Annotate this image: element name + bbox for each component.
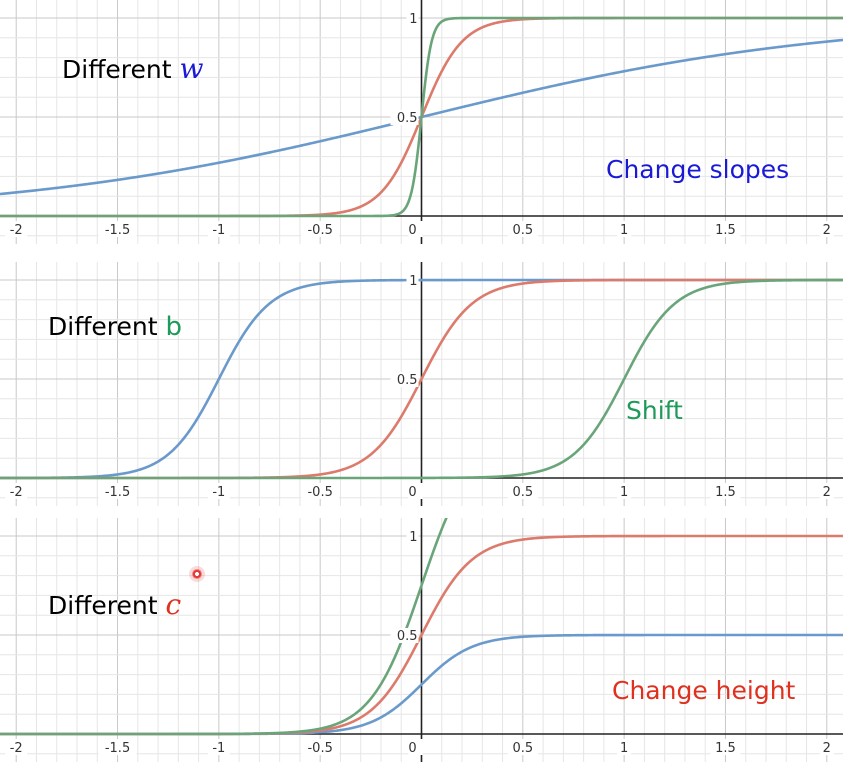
y-tick-label: 0.5 — [397, 373, 418, 388]
x-tick-label: -2 — [10, 485, 23, 500]
x-tick-label: -1 — [212, 741, 225, 756]
y-tick-label: 0.5 — [397, 111, 418, 126]
y-tick-label: 1 — [409, 530, 417, 545]
x-tick-label: -2 — [10, 223, 23, 238]
x-tick-label: 1.5 — [715, 223, 736, 238]
annotation-shift: Shift — [626, 396, 683, 425]
plot-w: -2 -1.5 -1 -0.5 0 0.5 1 1.5 2 0.5 1 — [0, 0, 843, 244]
x-tick-label-bg — [408, 483, 423, 499]
x-tick-label: -0.5 — [307, 485, 332, 500]
x-tick-label-bg — [408, 221, 423, 237]
x-tick-label-bg — [5, 483, 28, 499]
x-tick-label-bg — [301, 739, 340, 755]
x-tick-label: 0 — [408, 741, 416, 756]
x-tick-label-bg — [617, 221, 632, 237]
series-line-green — [0, 278, 843, 480]
x-tick-label: 0.5 — [512, 485, 533, 500]
x-tick-label-bg — [301, 483, 340, 499]
chart-panel-w: -2 -1.5 -1 -0.5 0 0.5 1 1.5 2 0.5 1 Different w Ch… — [0, 0, 843, 250]
label-prefix: Different — [48, 591, 158, 620]
x-tick-label-bg — [507, 739, 538, 755]
label-prefix: Different — [48, 312, 158, 341]
y-tick-label-bg — [390, 372, 419, 387]
x-tick-label: 1.5 — [715, 485, 736, 500]
x-tick-label-bg — [710, 739, 741, 755]
x-tick-label: -0.5 — [307, 223, 332, 238]
panel-label-w: Different w — [62, 52, 203, 85]
x-tick-label: -2 — [10, 741, 23, 756]
x-tick-label: 2 — [823, 223, 831, 238]
x-tick-label-bg — [617, 483, 632, 499]
x-tick-label: -0.5 — [307, 741, 332, 756]
x-tick-label: 0.5 — [512, 741, 533, 756]
x-tick-label-bg — [819, 221, 834, 237]
x-tick-label: -1.5 — [105, 741, 130, 756]
y-tick-label: 1 — [409, 274, 417, 289]
x-tick-label-bg — [301, 221, 340, 237]
x-tick-label: 1.5 — [715, 741, 736, 756]
y-tick-label-bg — [390, 628, 419, 643]
x-tick-label-bg — [617, 739, 632, 755]
x-tick-label-bg — [98, 483, 137, 499]
annotation-change-height: Change height — [612, 676, 796, 705]
y-tick-label-bg — [406, 529, 419, 544]
label-prefix: Different — [62, 55, 172, 84]
x-tick-label: -1.5 — [105, 485, 130, 500]
x-tick-label: 1 — [620, 223, 628, 238]
annotation-change-slopes: Change slopes — [606, 155, 790, 184]
x-tick-label-bg — [408, 739, 423, 755]
x-tick-label-bg — [5, 739, 28, 755]
x-tick-label-bg — [98, 739, 137, 755]
x-tick-label: 2 — [823, 741, 831, 756]
x-tick-label: 1 — [620, 741, 628, 756]
x-tick-label-bg — [207, 483, 230, 499]
symbol-w: w — [179, 52, 204, 85]
symbol-b: b — [165, 312, 183, 342]
series-line-green — [0, 16, 843, 218]
y-tick-label: 0.5 — [397, 629, 418, 644]
x-tick-label-bg — [507, 221, 538, 237]
x-tick-label-bg — [819, 739, 834, 755]
chart-panel-b: -2 -1.5 -1 -0.5 0 0.5 1 1.5 2 0.5 1 Different b Sh… — [0, 262, 843, 512]
x-tick-label: 0 — [408, 485, 416, 500]
x-tick-label: -1 — [212, 223, 225, 238]
x-tick-label: -1.5 — [105, 223, 130, 238]
x-tick-label-bg — [5, 221, 28, 237]
cursor-highlight-icon — [189, 566, 205, 582]
plot-b: -2 -1.5 -1 -0.5 0 0.5 1 1.5 2 0.5 1 — [0, 262, 843, 506]
x-tick-label-bg — [819, 483, 834, 499]
y-tick-label-bg — [390, 110, 419, 125]
x-tick-label-bg — [710, 221, 741, 237]
x-tick-label-bg — [207, 739, 230, 755]
x-tick-label: 0 — [408, 223, 416, 238]
x-tick-label: 0.5 — [512, 223, 533, 238]
y-tick-label-bg — [406, 11, 419, 26]
panel-label-b: Different b — [48, 312, 182, 342]
x-tick-label: 2 — [823, 485, 831, 500]
x-tick-label: -1 — [212, 485, 225, 500]
chart-panel-c: -2 -1.5 -1 -0.5 0 0.5 1 1.5 2 0.5 1 Different c Ch… — [0, 518, 843, 768]
x-tick-label-bg — [207, 221, 230, 237]
symbol-c: c — [165, 588, 182, 621]
y-tick-label-bg — [406, 273, 419, 288]
y-tick-label: 1 — [409, 12, 417, 27]
x-tick-label-bg — [98, 221, 137, 237]
x-tick-label: 1 — [620, 485, 628, 500]
panel-label-c: Different c — [48, 588, 181, 621]
x-tick-label-bg — [710, 483, 741, 499]
series-line-green — [0, 518, 448, 736]
plot-c: -2 -1.5 -1 -0.5 0 0.5 1 1.5 2 0.5 1 — [0, 518, 843, 762]
x-tick-label-bg — [507, 483, 538, 499]
